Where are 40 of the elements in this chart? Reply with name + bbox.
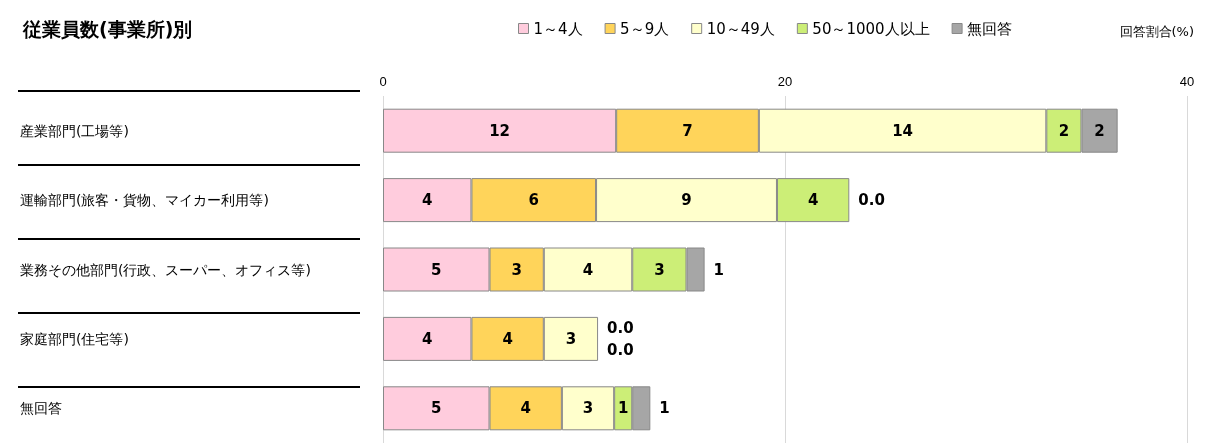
data-label: 6 [528,191,539,210]
y-tick-label: 運輸部門(旅客・貨物、マイカー利用等) [20,192,269,209]
legend-label: 1～4人 [533,19,583,38]
data-label: 4 [422,329,433,348]
y-tick-label: 無回答 [20,400,62,417]
data-label: 3 [654,260,665,279]
data-label: 14 [892,121,914,140]
data-label: 3 [565,329,577,348]
data-label: 4 [807,191,819,210]
x-axis-title: 回答割合(%) [1119,24,1194,39]
data-label: 1 [617,399,629,418]
data-label: 0.0 [858,191,885,210]
data-label: 1 [659,399,670,418]
x-tick-label: 40 [1179,74,1195,89]
data-label: 2 [1058,121,1070,140]
data-label: 7 [682,121,693,140]
y-tick-label: 産業部門(工場等) [20,122,129,139]
data-label: 0.0 [607,318,634,337]
x-tick-label: 20 [777,74,793,89]
x-tick-label: 0 [379,74,387,89]
data-label: 3 [511,260,522,279]
data-label: 1 [713,260,725,279]
text: 従業員数(事業所)別 [22,17,193,40]
data-label: 4 [520,399,531,418]
data-label: 9 [681,191,692,210]
y-tick-label: 業務その他部門(行政、スーパー、オフィス等) [20,261,311,278]
data-label: 5 [431,399,442,418]
data-label: 0.0 [607,340,634,359]
data-label: 4 [582,260,594,279]
legend-label: 50～1000人以上 [812,19,930,38]
y-tick-label: 家庭部門(住宅等) [20,330,129,347]
data-label: 3 [582,399,594,418]
legend-label: 10～49人 [706,19,775,38]
data-label: 4 [422,191,433,210]
legend-label: 5～9人 [620,19,670,38]
data-label: 2 [1094,121,1105,140]
data-label: 4 [502,329,513,348]
data-label: 5 [431,260,442,279]
data-label: 12 [489,121,511,140]
legend-label: 無回答 [967,19,1013,38]
